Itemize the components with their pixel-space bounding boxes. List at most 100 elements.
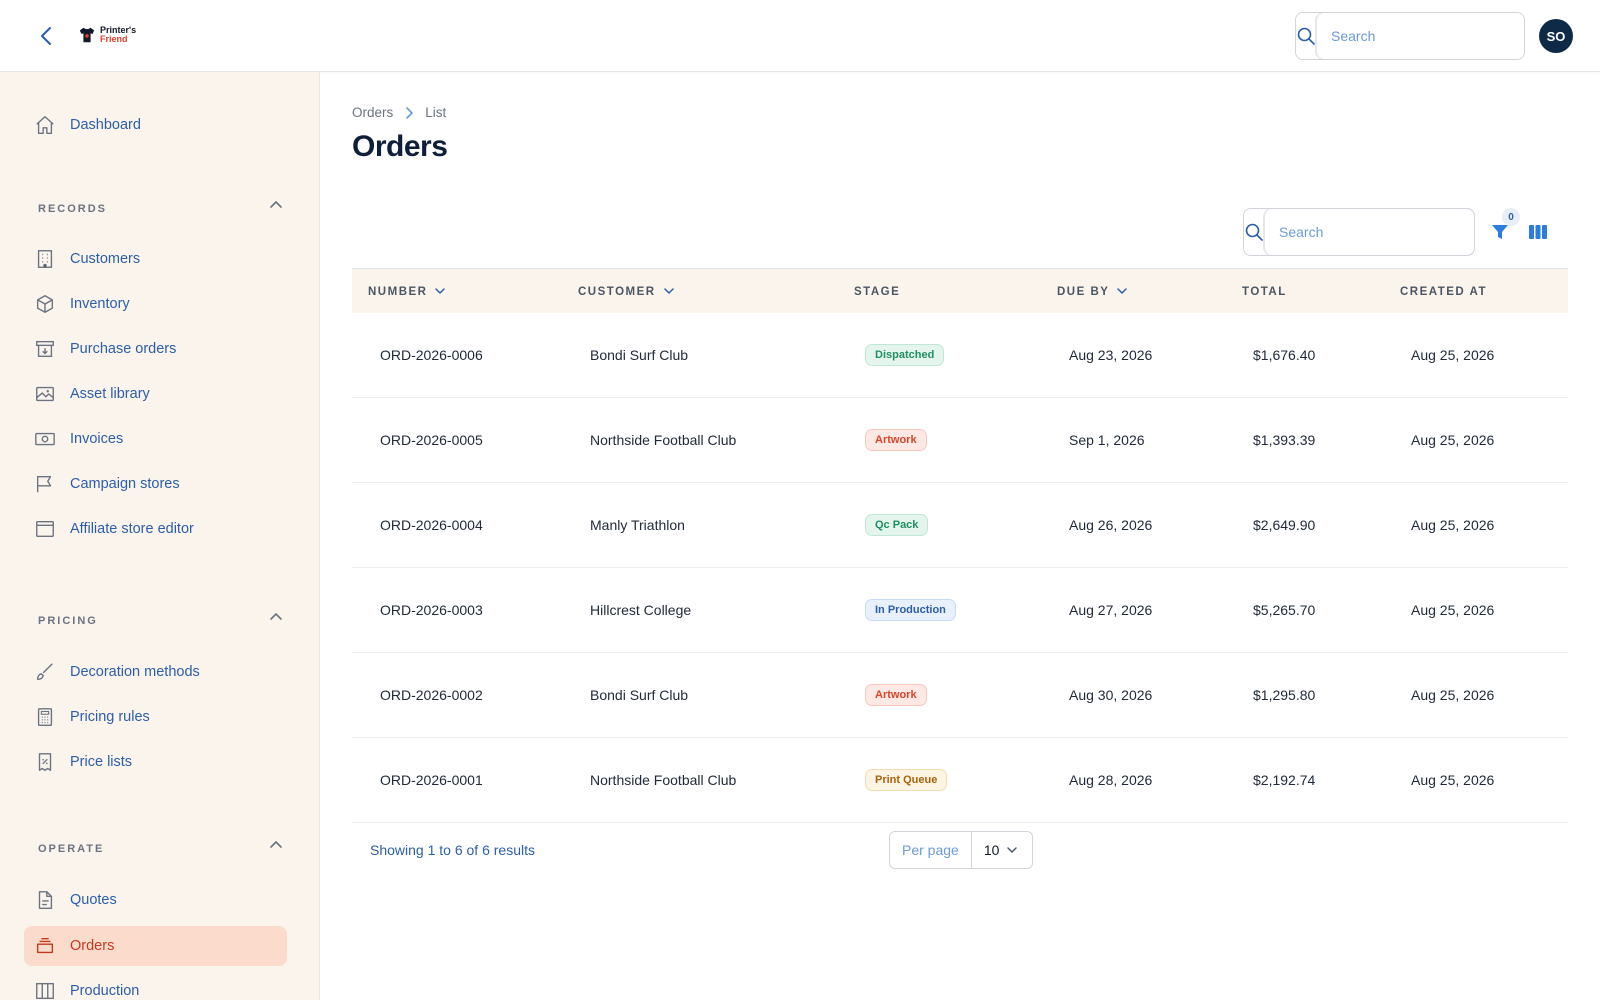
column-label: CUSTOMER (578, 285, 656, 298)
cube-icon (34, 293, 56, 315)
sidebar-item-production[interactable]: Production (24, 971, 287, 1000)
search-icon (1244, 209, 1264, 255)
home-icon (34, 114, 56, 136)
per-page-select[interactable]: 10 (971, 832, 1032, 868)
chevron-down-icon (1117, 288, 1128, 295)
cell-due-by: Aug 27, 2026 (1069, 602, 1153, 618)
per-page-control: Per page 10 (889, 831, 1033, 869)
cell-number: ORD-2026-0003 (380, 602, 483, 618)
table-row[interactable]: ORD-2026-0005 Northside Football Club Ar… (352, 398, 1568, 483)
cell-total: $1,393.39 (1253, 432, 1316, 448)
chevron-down-icon (1007, 846, 1018, 853)
cell-stage: Artwork (865, 398, 927, 482)
column-header-customer[interactable]: CUSTOMER (578, 269, 674, 314)
page-title: Orders (352, 130, 448, 163)
cell-created-at: Aug 25, 2026 (1411, 602, 1495, 618)
table-row[interactable]: ORD-2026-0006 Bondi Surf Club Dispatched… (352, 313, 1568, 398)
chevron-up-icon[interactable] (268, 608, 284, 624)
table-header: NUMBER CUSTOMER STAGE DUE BY TOTAL CREAT… (352, 268, 1568, 313)
sidebar-item-dashboard[interactable]: Dashboard (24, 105, 287, 145)
browser-window-icon (34, 518, 56, 540)
sidebar-item-inventory[interactable]: Inventory (24, 284, 287, 324)
cell-customer: Northside Football Club (590, 772, 737, 788)
global-search-input[interactable] (1316, 13, 1524, 59)
table-row[interactable]: ORD-2026-0001 Northside Football Club Pr… (352, 738, 1568, 823)
cell-stage: Artwork (865, 653, 927, 737)
funnel-icon (1492, 225, 1508, 239)
building-icon (34, 248, 56, 270)
toggle-columns-button[interactable] (1524, 218, 1552, 246)
column-header-number[interactable]: NUMBER (368, 269, 446, 314)
cell-due-by: Aug 28, 2026 (1069, 772, 1153, 788)
sidebar-item-label: Asset library (70, 386, 150, 402)
breadcrumb: Orders List (352, 105, 446, 120)
column-label: CREATED AT (1400, 285, 1487, 298)
cell-stage: Dispatched (865, 313, 945, 397)
status-badge: Dispatched (865, 344, 945, 366)
breadcrumb-orders[interactable]: Orders (352, 105, 394, 120)
cell-total: $1,295.80 (1253, 687, 1316, 703)
sidebar-item-asset-library[interactable]: Asset library (24, 374, 287, 414)
table-row[interactable]: ORD-2026-0004 Manly Triathlon Qc Pack Au… (352, 483, 1568, 568)
sidebar-item-label: Invoices (70, 431, 124, 447)
cell-due-by: Aug 30, 2026 (1069, 687, 1153, 703)
sidebar-item-label: Decoration methods (70, 664, 200, 680)
cell-stage: Print Queue (865, 738, 948, 822)
cell-created-at: Aug 25, 2026 (1411, 772, 1495, 788)
cell-number: ORD-2026-0001 (380, 772, 483, 788)
sidebar-item-purchase-orders[interactable]: Purchase orders (24, 329, 287, 369)
paintbrush-icon (34, 661, 56, 683)
filter-count-badge: 0 (1502, 208, 1520, 226)
sidebar-item-pricing-rules[interactable]: Pricing rules (24, 697, 287, 737)
table-search-input[interactable] (1264, 209, 1474, 255)
chevron-up-icon[interactable] (268, 836, 284, 852)
app-logo[interactable]: Printer's Friend (78, 26, 136, 44)
filter-button[interactable] (1486, 218, 1514, 246)
status-badge: In Production (865, 599, 956, 621)
column-label: DUE BY (1057, 285, 1110, 298)
sidebar-item-label: Price lists (70, 754, 133, 770)
sidebar-item-label: Campaign stores (70, 476, 180, 492)
sidebar-item-decoration-methods[interactable]: Decoration methods (24, 652, 287, 692)
sidebar-item-customers[interactable]: Customers (24, 239, 287, 279)
table-row[interactable]: ORD-2026-0002 Bondi Surf Club Artwork Au… (352, 653, 1568, 738)
cell-created-at: Aug 25, 2026 (1411, 517, 1495, 533)
table-row[interactable]: ORD-2026-0003 Hillcrest College In Produ… (352, 568, 1568, 653)
user-avatar[interactable]: SO (1539, 19, 1573, 53)
back-button[interactable] (34, 24, 58, 48)
sidebar-item-quotes[interactable]: Quotes (24, 880, 287, 920)
cell-total: $1,676.40 (1253, 347, 1316, 363)
image-icon (34, 383, 56, 405)
cell-due-by: Aug 23, 2026 (1069, 347, 1153, 363)
section-title-pricing: PRICING (38, 615, 98, 627)
cell-customer: Bondi Surf Club (590, 347, 689, 363)
logo-text-secondary: Friend (100, 34, 128, 44)
chevron-up-icon[interactable] (268, 196, 284, 212)
sidebar-item-invoices[interactable]: Invoices (24, 419, 287, 459)
sidebar-item-price-lists[interactable]: Price lists (24, 742, 287, 782)
column-label: STAGE (854, 285, 901, 298)
cell-customer: Manly Triathlon (590, 517, 685, 533)
sidebar-item-orders[interactable]: Orders (24, 926, 287, 966)
search-icon (1296, 13, 1316, 59)
section-title-operate: OPERATE (38, 843, 105, 855)
column-header-created-at: CREATED AT (1400, 269, 1487, 314)
view-columns-icon (34, 980, 56, 1000)
cell-number: ORD-2026-0005 (380, 432, 483, 448)
sidebar-item-label: Quotes (70, 892, 117, 908)
sidebar-item-label: Pricing rules (70, 709, 150, 725)
sidebar-item-affiliate-store-editor[interactable]: Affiliate store editor (24, 509, 287, 549)
sidebar-item-label: Customers (70, 251, 141, 267)
column-label: TOTAL (1242, 285, 1287, 298)
column-header-due-by[interactable]: DUE BY (1057, 269, 1128, 314)
chevron-down-icon (435, 288, 446, 295)
cell-number: ORD-2026-0006 (380, 347, 483, 363)
pagination-summary: Showing 1 to 6 of 6 results (370, 842, 535, 858)
status-badge: Qc Pack (865, 514, 929, 536)
document-text-icon (34, 889, 56, 911)
sidebar-item-campaign-stores[interactable]: Campaign stores (24, 464, 287, 504)
flag-icon (34, 473, 56, 495)
cell-created-at: Aug 25, 2026 (1411, 432, 1495, 448)
column-label: NUMBER (368, 285, 428, 298)
sidebar: Dashboard RECORDS Customers Inventory Pu… (0, 72, 320, 1000)
